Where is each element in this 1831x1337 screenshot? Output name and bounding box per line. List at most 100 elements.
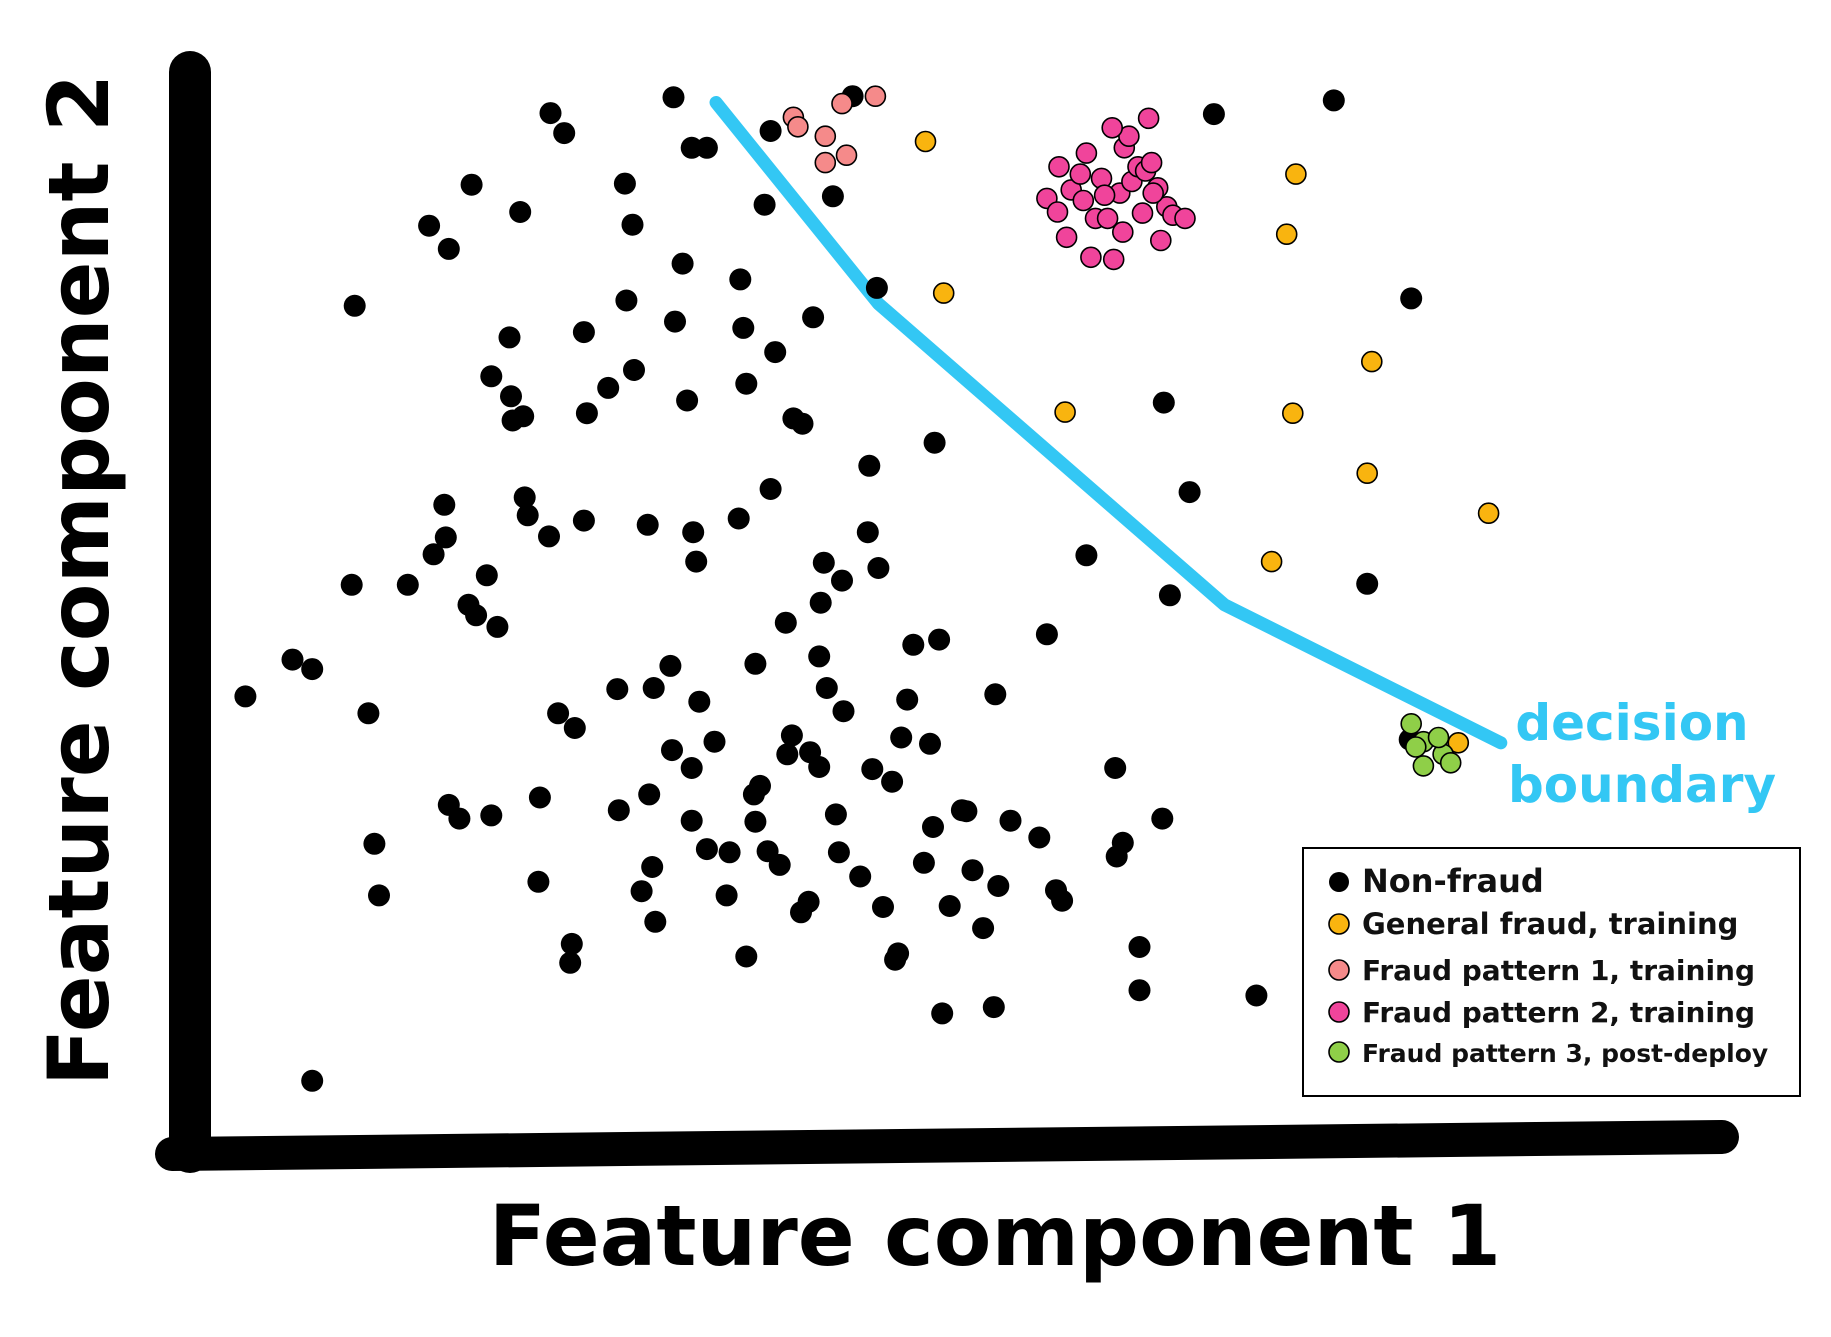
data-point <box>606 678 629 701</box>
data-point <box>812 551 835 574</box>
data-point <box>498 326 521 349</box>
data-point <box>1051 889 1074 912</box>
data-point <box>972 917 995 940</box>
data-point <box>433 493 456 516</box>
series-1-points <box>914 130 1500 754</box>
data-point <box>1101 117 1123 139</box>
legend-label: General fraud, training <box>1362 907 1738 941</box>
legend-marker <box>1328 1041 1350 1063</box>
data-point <box>780 724 803 747</box>
data-point <box>1128 979 1151 1002</box>
data-point <box>1178 481 1201 504</box>
data-point <box>881 770 904 793</box>
data-point <box>1285 163 1307 185</box>
data-point <box>695 136 718 159</box>
data-point <box>744 810 767 833</box>
data-point <box>659 654 682 677</box>
data-point <box>1075 544 1098 567</box>
data-point <box>422 543 445 566</box>
data-point <box>695 838 718 861</box>
data-point <box>301 658 324 681</box>
data-point <box>343 294 366 317</box>
data-point <box>1447 731 1470 754</box>
data-point <box>1400 287 1423 310</box>
data-point <box>732 316 755 339</box>
data-point <box>1439 751 1462 774</box>
data-point <box>1361 350 1383 373</box>
data-point <box>923 431 946 454</box>
data-point <box>735 945 758 968</box>
data-point <box>1282 402 1304 425</box>
data-point <box>865 276 888 299</box>
data-point <box>1322 89 1345 112</box>
data-point <box>902 633 925 656</box>
data-point <box>961 859 984 882</box>
data-point <box>1174 207 1196 230</box>
legend-box <box>1302 847 1801 1097</box>
data-point <box>501 409 524 432</box>
data-point <box>1111 831 1134 854</box>
legend-items: Non-fraud General fraud, training Fraud pa… <box>1328 862 1768 1068</box>
data-point <box>1260 550 1283 573</box>
x-axis-title: Feature component 1 <box>489 1187 1502 1285</box>
data-point <box>753 193 776 216</box>
data-point <box>1356 572 1379 595</box>
data-point <box>301 1069 324 1092</box>
data-point <box>715 884 738 907</box>
data-point <box>824 803 847 826</box>
data-point <box>774 611 797 634</box>
data-point <box>896 688 919 711</box>
data-point <box>281 648 304 671</box>
data-point <box>932 282 955 304</box>
data-point <box>500 385 522 408</box>
data-point <box>480 365 503 388</box>
legend-marker <box>1329 872 1349 892</box>
data-point <box>744 652 767 675</box>
data-point <box>671 252 694 275</box>
data-point <box>1035 623 1058 646</box>
data-point <box>703 730 726 753</box>
data-point <box>1140 151 1163 174</box>
data-point <box>1275 223 1298 245</box>
data-point <box>718 841 741 864</box>
data-point <box>809 591 832 614</box>
data-point <box>984 683 1007 706</box>
data-point <box>642 677 665 699</box>
data-point <box>821 185 844 208</box>
data-point <box>680 136 703 159</box>
data-point <box>513 486 536 509</box>
legend-marker <box>1328 959 1350 981</box>
data-point <box>938 895 961 917</box>
data-point <box>1400 712 1422 735</box>
data-point <box>1054 401 1076 423</box>
data-point <box>1427 726 1450 749</box>
data-point <box>460 173 483 196</box>
data-point <box>931 1002 954 1025</box>
data-point <box>1151 807 1174 830</box>
y-axis-title: Feature component 2 <box>30 74 128 1087</box>
data-point <box>759 120 782 142</box>
data-point <box>831 92 853 115</box>
data-point <box>560 932 583 955</box>
data-point <box>919 732 941 755</box>
data-point <box>636 513 659 536</box>
data-point <box>1028 826 1051 849</box>
legend-label: Fraud pattern 3, post-deploy <box>1362 1039 1768 1068</box>
data-point <box>475 564 498 587</box>
data-point <box>1069 163 1092 185</box>
data-point <box>1080 246 1102 269</box>
data-point <box>764 341 787 364</box>
data-point <box>827 841 850 864</box>
data-point <box>1055 226 1078 249</box>
data-point <box>1072 189 1095 212</box>
data-points <box>234 85 1500 1092</box>
data-point <box>368 884 390 907</box>
data-point <box>858 454 881 477</box>
data-point <box>685 550 708 573</box>
data-point <box>1412 755 1435 777</box>
series-2-points <box>782 85 887 174</box>
data-point <box>1150 229 1172 252</box>
data-point <box>797 890 820 913</box>
data-point <box>808 645 831 668</box>
